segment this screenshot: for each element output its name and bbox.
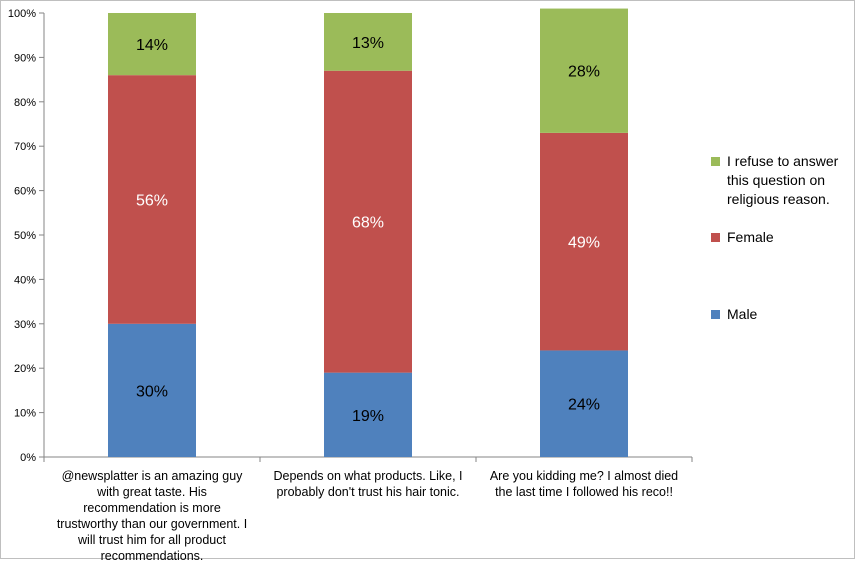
y-tick-label: 50%: [14, 230, 36, 242]
y-tick-label: 20%: [14, 363, 36, 375]
x-category-label: Are you kidding me? I almost died the la…: [489, 469, 679, 499]
legend-item: I refuse to answer this question on reli…: [711, 152, 855, 209]
bar-segment: [540, 132, 628, 351]
legend-swatch: [711, 157, 720, 166]
bar-segment: [108, 13, 196, 76]
y-tick-label: 70%: [14, 141, 36, 153]
y-tick-label: 90%: [14, 52, 36, 64]
data-label: 56%: [136, 192, 168, 209]
y-tick-label: 30%: [14, 319, 36, 331]
y-tick-label: 10%: [14, 408, 36, 420]
bar-segment: [108, 323, 196, 457]
data-label: 49%: [568, 235, 600, 252]
x-category-label: Depends on what products. Like, I probab…: [273, 469, 463, 499]
data-label: 24%: [568, 397, 600, 414]
data-label: 68%: [352, 215, 384, 232]
data-label: 14%: [136, 37, 168, 54]
data-label: 30%: [136, 383, 168, 400]
legend-swatch: [711, 310, 720, 319]
legend-label: I refuse to answer this question on reli…: [727, 153, 839, 207]
bar-segment: [324, 372, 412, 457]
bar-segment: [324, 70, 412, 373]
y-tick-label: 40%: [14, 274, 36, 286]
legend-label: Female: [727, 229, 774, 245]
bar-segment: [540, 8, 628, 133]
x-category-label: @newsplatter is an amazing guy with grea…: [56, 469, 248, 563]
legend-item: Male: [711, 305, 855, 324]
bar-segment: [108, 75, 196, 324]
bar-segment: [324, 13, 412, 71]
legend-item: Female: [711, 228, 855, 247]
data-label: 28%: [568, 64, 600, 81]
legend-label: Male: [727, 306, 758, 322]
legend-swatch: [711, 233, 720, 242]
bar-segment: [540, 350, 628, 457]
y-tick-label: 60%: [14, 186, 36, 198]
y-tick-label: 0%: [20, 452, 36, 464]
y-tick-label: 80%: [14, 97, 36, 109]
data-label: 13%: [352, 35, 384, 52]
y-tick-label: 100%: [8, 8, 36, 20]
data-label: 19%: [352, 408, 384, 425]
